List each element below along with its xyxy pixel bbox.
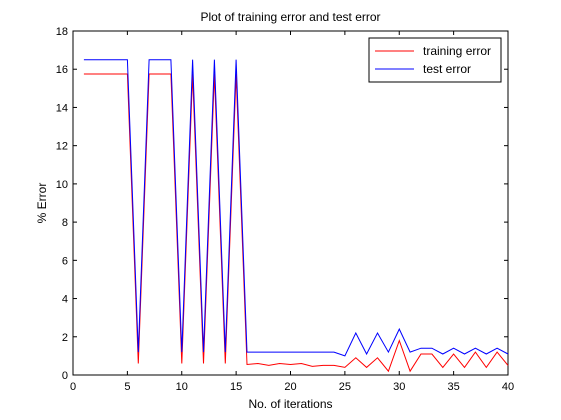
y-tick-label: 0 (62, 370, 68, 382)
series-lines (83, 59, 509, 373)
x-tick-label: 40 (502, 381, 514, 393)
y-tick-label: 12 (56, 141, 68, 153)
y-tick-label: 16 (56, 64, 68, 76)
x-tick-label: 25 (339, 381, 351, 393)
y-tick-label: 6 (62, 255, 68, 267)
legend: training error test error (368, 37, 502, 83)
y-axis-label: % Error (35, 183, 49, 224)
y-tick-label: 4 (62, 294, 68, 306)
axis-ticks: 0 5 10 15 20 25 30 35 40 0 2 4 6 8 10 12 14 16 18 (56, 26, 514, 393)
x-tick-label: 5 (124, 381, 130, 393)
y-tick-label: 2 (62, 332, 68, 344)
x-tick-label: 15 (230, 381, 242, 393)
y-tick-label: 18 (56, 26, 68, 38)
series-line-2 (83, 59, 509, 357)
y-tick-label: 14 (56, 102, 68, 114)
y-tick-label: 10 (56, 179, 68, 191)
chart-title: Plot of training error and test error (200, 10, 380, 24)
series-line-1 (83, 73, 509, 373)
x-tick-label: 30 (393, 381, 405, 393)
x-tick-label: 35 (448, 381, 460, 393)
legend-label: test error (423, 62, 471, 76)
plot-area (72, 30, 509, 376)
x-tick-label: 10 (176, 381, 188, 393)
x-axis-label: No. of iterations (248, 397, 332, 411)
x-tick-label: 0 (70, 381, 76, 393)
legend-box (368, 37, 502, 83)
legend-label: training error (423, 44, 491, 58)
x-tick-label: 20 (284, 381, 296, 393)
y-tick-label: 8 (62, 217, 68, 229)
